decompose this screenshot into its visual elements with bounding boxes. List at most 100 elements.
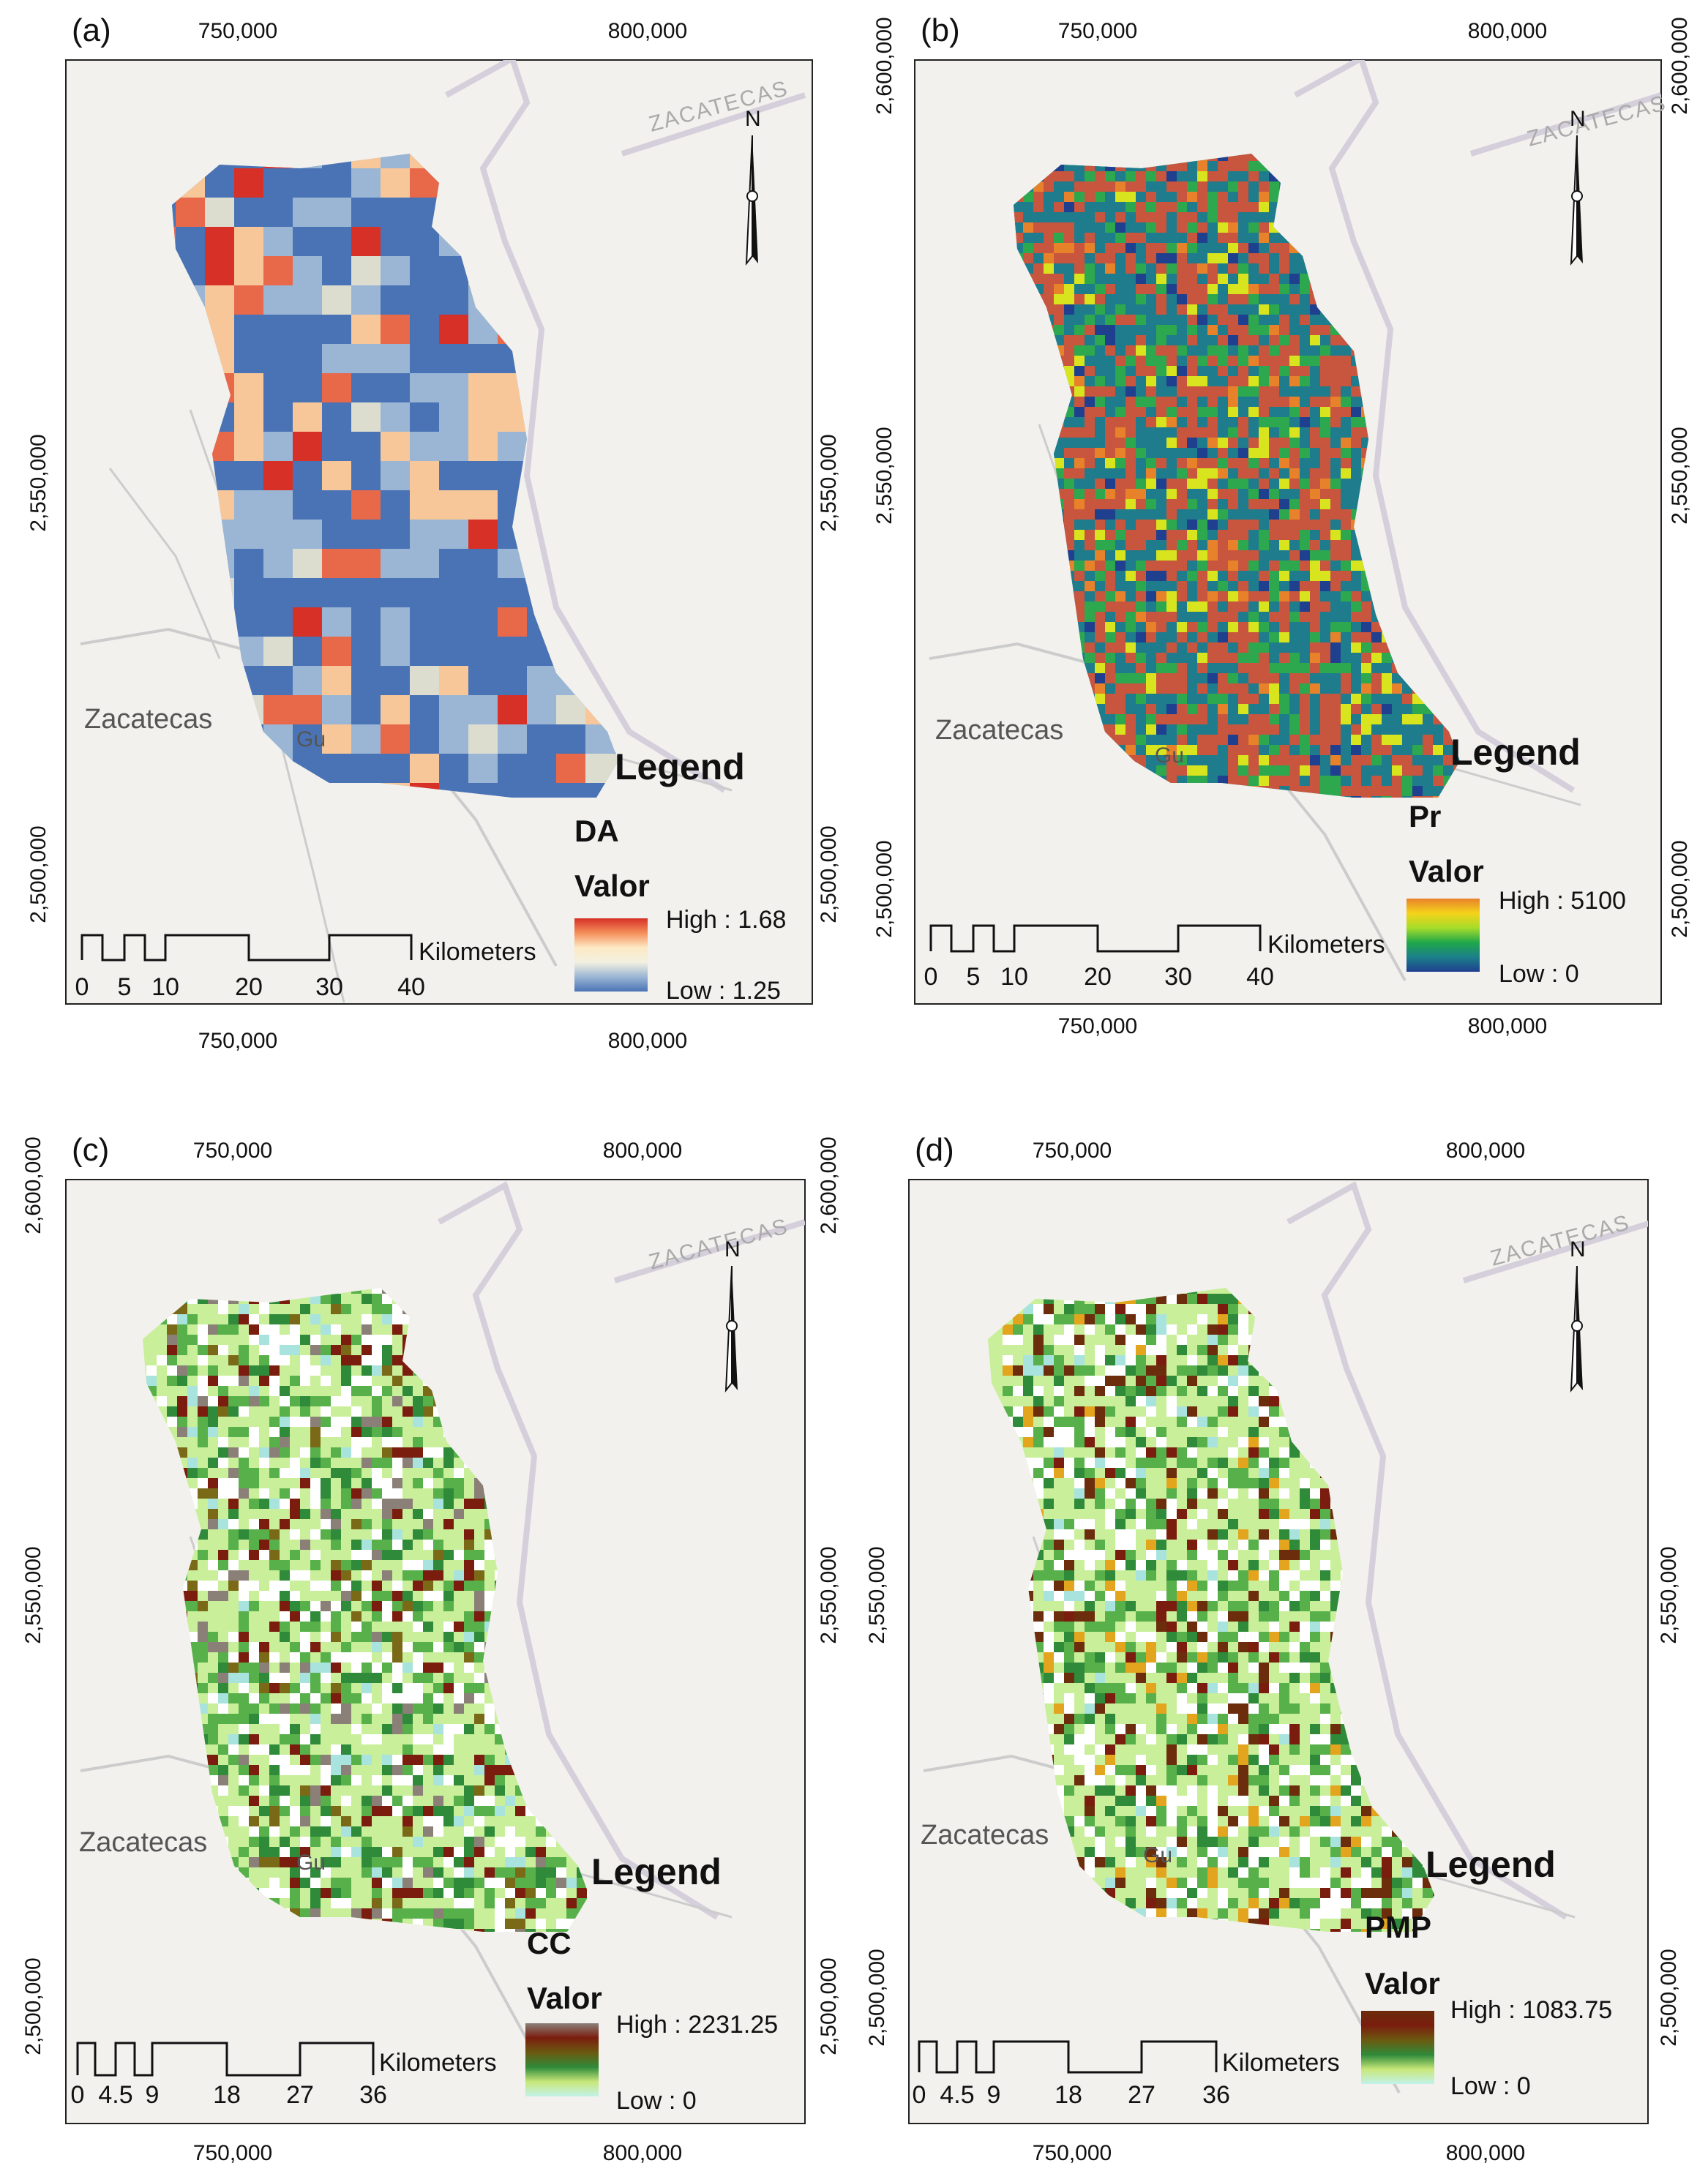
right-tick: 2,550,000 (817, 434, 841, 531)
legend-ramp (1361, 2011, 1434, 2084)
top-tick: 800,000 (1468, 19, 1547, 43)
right-tick: 2,550,000 (817, 1546, 841, 1643)
svg-text:N: N (745, 107, 761, 131)
scale-bar: Kilometers 0 4.5 9 18 27 36 (71, 2042, 497, 2109)
legend-variable: DA (574, 814, 619, 848)
left-tick: 2,500,000 (26, 825, 50, 923)
top-tick: 800,000 (608, 19, 687, 43)
legend-variable: CC (527, 1926, 572, 1960)
bottom-tick: 750,000 (1033, 2141, 1112, 2165)
bottom-tick: 750,000 (198, 1029, 277, 1053)
left-tick: 2,500,000 (872, 840, 896, 937)
scale-unit: Kilometers (1222, 2049, 1340, 2077)
left-tick: 2,550,000 (21, 1546, 45, 1643)
legend-title: Legend (1426, 1844, 1556, 1885)
right-tick: 2,550,000 (1668, 427, 1692, 524)
bottom-tick: 750,000 (1058, 1014, 1137, 1038)
left-tick: 2,550,000 (872, 427, 896, 524)
legend-low: Low : 1.25 (666, 977, 781, 1005)
north-arrow: N (1570, 107, 1586, 266)
north-arrow: N (724, 1237, 741, 1393)
svg-text:20: 20 (1084, 963, 1112, 991)
svg-text:5: 5 (118, 973, 132, 1001)
panel-label: (c) (72, 1132, 109, 1168)
right-tick: 2,600,000 (1668, 17, 1692, 114)
legend-title: Legend (615, 746, 745, 787)
svg-text:5: 5 (967, 963, 981, 991)
legend-valor: Valor (574, 869, 650, 903)
panel-label: (d) (915, 1132, 954, 1168)
svg-text:40: 40 (1246, 963, 1274, 991)
panel-label: (b) (921, 12, 960, 48)
legend-high: High : 1083.75 (1450, 1996, 1612, 2024)
left-tick: 2,600,000 (21, 1136, 45, 1234)
scale-bar: Kilometers 0 4.5 9 18 27 36 (913, 2040, 1340, 2109)
legend-low: Low : 0 (1499, 960, 1579, 988)
legend-valor: Valor (527, 1981, 602, 2015)
legend-valor: Valor (1409, 854, 1484, 888)
right-tick: 2,500,000 (817, 825, 841, 923)
town-label: Zacatecas (84, 704, 212, 735)
legend: Legend Pr Valor High : 5100 Low : 0 (1407, 732, 1626, 988)
map-panel-d: ZACATECAS Zacatecas Gu N (d) 750,000 800… (856, 1112, 1698, 2166)
top-tick: 750,000 (1033, 1139, 1112, 1163)
scale-bar: Kilometers 0 5 10 20 30 40 (75, 934, 536, 1001)
bottom-tick: 800,000 (1446, 2141, 1525, 2165)
legend-low: Low : 0 (616, 2087, 697, 2115)
scale-bar: Kilometers 0 5 10 20 30 40 (924, 924, 1385, 991)
north-arrow: N (1570, 1237, 1586, 1393)
legend-ramp (525, 2023, 599, 2096)
bottom-tick: 800,000 (603, 2141, 682, 2165)
legend-ramp (1407, 899, 1480, 972)
scale-unit: Kilometers (379, 2049, 497, 2077)
legend-high: High : 1.68 (666, 906, 786, 934)
map-svg-a: ZACATECAS Zacatecas Gu N (a) 750,000 800… (26, 12, 841, 1053)
legend-title: Legend (1450, 732, 1581, 773)
town-label-2: Gu (1155, 743, 1184, 768)
town-label-2: Gu (1143, 1843, 1172, 1867)
map-svg-c: ZACATECAS Zacatecas Gu N (c) 750,000 800… (21, 1132, 841, 2165)
map-panel-b: ZACATECAS Zacatecas Gu N (b) 750,000 800… (856, 0, 1698, 1054)
bottom-tick: 800,000 (608, 1029, 687, 1053)
basemap (80, 60, 806, 1003)
legend-high: High : 2231.25 (616, 2011, 778, 2039)
svg-text:0: 0 (75, 973, 89, 1001)
scale-unit: Kilometers (419, 938, 536, 966)
top-tick: 750,000 (1058, 19, 1137, 43)
legend: Legend PMP Valor High : 1083.75 Low : 0 (1361, 1844, 1612, 2100)
town-label: Zacatecas (935, 715, 1063, 746)
svg-text:10: 10 (1000, 963, 1028, 991)
left-tick: 2,500,000 (865, 1949, 889, 2046)
left-tick: 2,500,000 (21, 1957, 45, 2055)
bottom-tick: 800,000 (1468, 1014, 1547, 1038)
top-tick: 750,000 (198, 19, 277, 43)
town-label-2: Gu (296, 1851, 326, 1875)
scale-unit: Kilometers (1267, 931, 1385, 959)
legend-valor: Valor (1365, 1966, 1440, 2001)
map-panel-a: ZACATECAS Zacatecas Gu N (a) 750,000 800… (0, 0, 842, 1054)
svg-text:20: 20 (235, 973, 263, 1001)
svg-text:40: 40 (397, 973, 425, 1001)
right-tick: 2,500,000 (817, 1957, 841, 2055)
svg-text:30: 30 (1164, 963, 1192, 991)
panel-label: (a) (72, 12, 111, 48)
svg-text:N: N (1570, 107, 1586, 131)
legend-high: High : 5100 (1499, 887, 1626, 915)
map-panel-c: ZACATECAS Zacatecas Gu N (c) 750,000 800… (0, 1112, 842, 2166)
left-tick: 2,550,000 (26, 434, 50, 531)
legend: Legend DA Valor High : 1.68 Low : 1.25 (574, 746, 786, 1005)
legend-variable: Pr (1409, 799, 1441, 833)
top-tick: 750,000 (193, 1139, 272, 1163)
town-label: Zacatecas (921, 1820, 1049, 1851)
legend-low: Low : 0 (1450, 2072, 1531, 2100)
map-svg-d: ZACATECAS Zacatecas Gu N (d) 750,000 800… (865, 1132, 1681, 2165)
right-tick: 2,550,000 (1657, 1546, 1681, 1643)
svg-text:10: 10 (151, 973, 179, 1001)
top-tick: 800,000 (1446, 1139, 1525, 1163)
bottom-tick: 750,000 (193, 2141, 272, 2165)
svg-text:30: 30 (315, 973, 343, 1001)
top-tick: 800,000 (603, 1139, 682, 1163)
legend-variable: PMP (1365, 1910, 1431, 1944)
north-arrow: N (745, 107, 761, 266)
town-label-2: Gu (296, 727, 326, 751)
